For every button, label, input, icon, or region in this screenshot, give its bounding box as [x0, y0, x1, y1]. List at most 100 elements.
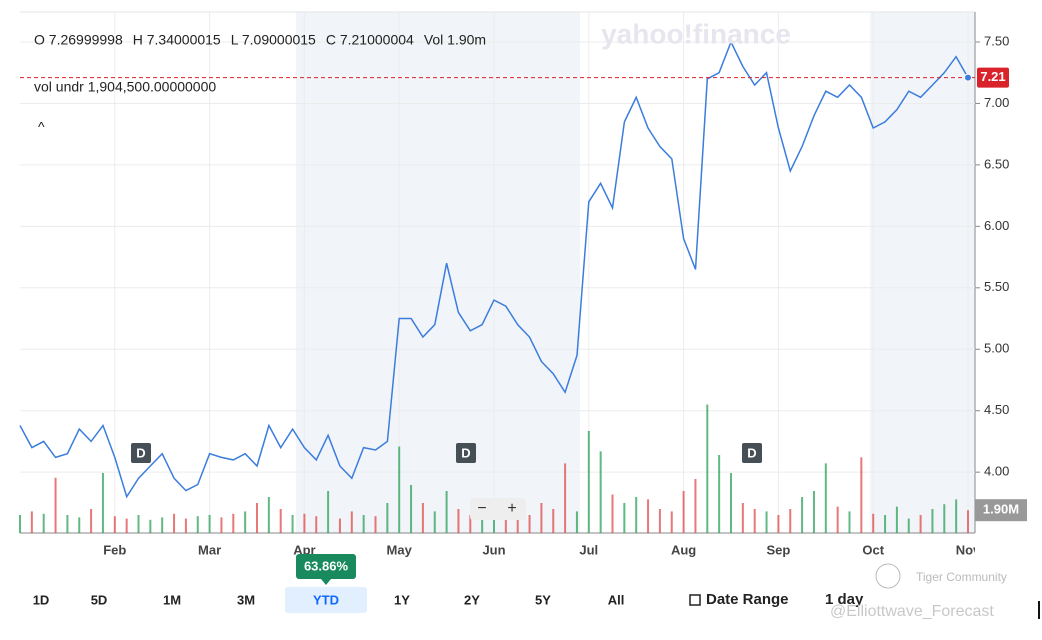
- range-button[interactable]: 1D: [33, 592, 50, 607]
- ohlc-value: H 7.34000015: [133, 32, 221, 48]
- volume-bar: [493, 508, 495, 533]
- volume-bar: [386, 502, 389, 533]
- price-line: [19, 40, 969, 499]
- volume-bar: [599, 451, 602, 533]
- volume-bar: [19, 514, 21, 533]
- volume-bar: [78, 517, 81, 533]
- x-tick-label: Jul: [579, 542, 598, 557]
- volume-bar: [90, 508, 93, 533]
- y-tick-label: 4.00: [984, 464, 1009, 479]
- volume-bar: [765, 511, 768, 533]
- ohlc-value: L 7.09000015: [231, 32, 316, 48]
- volume-bar: [256, 502, 258, 533]
- volume-bar: [575, 511, 578, 533]
- volume-bar: [682, 490, 685, 533]
- tooltip-pointer: [321, 579, 331, 585]
- range-button[interactable]: YTD: [313, 592, 339, 607]
- volume-bar: [706, 404, 709, 533]
- volume-bar: [54, 477, 57, 533]
- event-label: D: [136, 445, 145, 460]
- range-button[interactable]: 1M: [163, 592, 181, 607]
- event-label: D: [461, 445, 470, 460]
- interval-select[interactable]: 1 day: [825, 591, 864, 608]
- volume-bar: [338, 518, 341, 533]
- volume-bar: [303, 513, 306, 533]
- volume-bar: [812, 490, 815, 533]
- volume-bar: [647, 499, 650, 533]
- range-button[interactable]: All: [608, 592, 625, 607]
- current-price-box: [977, 67, 1009, 88]
- volume-bar: [161, 517, 164, 533]
- ohlc-value: O 7.26999998: [34, 32, 123, 48]
- volume-bar: [315, 516, 318, 533]
- volume-bar: [801, 496, 804, 533]
- x-tick-label: Oct: [862, 542, 884, 557]
- x-tick-label: Apr: [293, 542, 315, 557]
- volume-bar: [967, 510, 969, 533]
- volume-bar: [611, 494, 614, 533]
- community-logo: [875, 563, 901, 589]
- volume-bar: [232, 513, 235, 533]
- zoom-in[interactable]: +: [507, 500, 516, 517]
- volume-bar: [955, 499, 958, 533]
- volume-bar: [516, 511, 519, 533]
- y-tick-label: 7.50: [984, 33, 1009, 48]
- range-button[interactable]: 2Y: [464, 592, 480, 607]
- volume-bar: [42, 513, 45, 533]
- volume-bar: [244, 511, 247, 533]
- volume-bar: [540, 502, 543, 533]
- x-tick-label: Jun: [482, 542, 505, 557]
- range-button[interactable]: 5Y: [535, 592, 551, 607]
- volume-bar: [125, 518, 128, 533]
- volume-bar: [173, 513, 176, 533]
- volume-bar: [919, 514, 922, 533]
- volume-bar: [113, 516, 116, 533]
- volume-bar: [267, 496, 270, 533]
- range-button[interactable]: 5D: [91, 592, 108, 607]
- volume-bar: [753, 508, 756, 533]
- volume-bar: [445, 490, 448, 533]
- date-range-button[interactable]: Date Range: [706, 591, 789, 608]
- volume-bar: [469, 514, 472, 533]
- range-button[interactable]: 1Y: [394, 592, 410, 607]
- volume-bar: [872, 513, 875, 533]
- volume-bar: [398, 446, 401, 533]
- volume-bar: [789, 508, 792, 533]
- volume-bar: [635, 496, 638, 533]
- volume-bar: [362, 514, 365, 533]
- x-tick-label: Nov: [956, 542, 981, 557]
- volume-bar: [884, 514, 887, 533]
- volume-bar: [623, 502, 626, 533]
- volume-bar: [670, 511, 673, 533]
- volume-bar: [907, 518, 910, 533]
- volume-bar: [279, 508, 282, 533]
- period-shade: [296, 12, 580, 533]
- volume-bar: [931, 508, 934, 533]
- range-button-active[interactable]: [285, 587, 367, 613]
- volume-bar: [587, 430, 590, 533]
- x-tick-label: Feb: [103, 542, 126, 557]
- change-tooltip: [296, 554, 356, 579]
- volume-bar: [860, 457, 863, 533]
- y-tick-label: 6.50: [984, 156, 1009, 171]
- volume-bar: [410, 484, 413, 533]
- collapse-button[interactable]: ^: [38, 119, 45, 135]
- event-marker: [456, 443, 476, 463]
- cursor: [1038, 601, 1040, 619]
- volume-bar: [741, 502, 744, 533]
- volume-bar: [184, 518, 187, 533]
- volume-bar: [374, 516, 377, 533]
- x-tick-label: Mar: [198, 542, 221, 557]
- volume-bar: [504, 513, 507, 533]
- period-shade: [870, 12, 975, 533]
- zoom-out[interactable]: −: [477, 500, 486, 517]
- volume-bar: [564, 463, 567, 533]
- volume-bar: [30, 511, 33, 533]
- volume-bar: [66, 514, 69, 533]
- y-tick-label: 4.50: [984, 402, 1009, 417]
- volume-bar: [327, 490, 330, 533]
- event-marker: [742, 443, 762, 463]
- range-button[interactable]: 3M: [237, 592, 255, 607]
- zoom-control[interactable]: [470, 498, 526, 520]
